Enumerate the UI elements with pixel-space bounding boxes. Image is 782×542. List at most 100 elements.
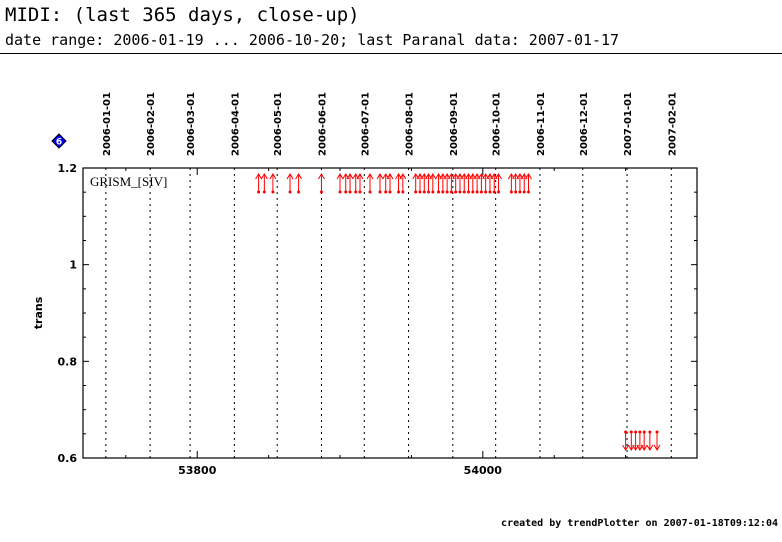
data-point-up-arrow <box>336 173 344 194</box>
data-point-up-arrow <box>260 173 268 194</box>
data-point-up-arrow <box>525 173 532 194</box>
arrow-base <box>262 190 266 194</box>
data-point-up-arrow <box>318 173 325 194</box>
data-point-up-arrow <box>473 173 481 194</box>
y-axis-label: trans <box>32 296 45 329</box>
data-point-up-arrow <box>346 173 354 194</box>
page-title: MIDI: (last 365 days, close-up) <box>5 4 360 26</box>
data-point-down-arrow <box>640 430 648 451</box>
arrow-head <box>495 173 502 180</box>
data-point-up-arrow <box>495 173 502 194</box>
arrow-base <box>518 190 522 194</box>
arrow-base <box>638 430 642 434</box>
page-subtitle: date range: 2006-01-19 ... 2006-10-20; l… <box>5 31 620 49</box>
date-tick-label: 2006-09-01 <box>449 92 460 156</box>
arrow-head <box>376 173 384 180</box>
arrow-head <box>286 173 294 180</box>
arrow-base <box>629 430 633 434</box>
arrow-base <box>522 190 526 194</box>
footer-credit: created by trendPlotter on 2007-01-18T09… <box>501 518 778 529</box>
data-point-up-arrow <box>429 173 437 194</box>
arrow-base <box>437 190 441 194</box>
arrow-base <box>431 190 435 194</box>
arrow-head <box>429 173 437 180</box>
arrow-base <box>509 190 513 194</box>
title-divider <box>0 53 782 54</box>
arrow-head <box>318 173 325 180</box>
arrow-head <box>356 173 364 180</box>
arrow-base <box>484 190 488 194</box>
arrow-head <box>366 173 374 180</box>
arrow-head <box>525 173 532 180</box>
data-markers <box>255 173 661 451</box>
arrow-base <box>462 190 466 194</box>
data-point-up-arrow <box>255 173 263 194</box>
month-gridlines <box>105 168 672 458</box>
data-point-up-arrow <box>399 173 407 194</box>
trend-chart: 2006-01-01 2006-02-01 2006-03-01 2006-04-01… <box>32 92 698 477</box>
date-tick-label: 2006-02-01 <box>146 92 157 156</box>
data-point-up-arrow <box>366 173 374 194</box>
arrow-base <box>471 190 475 194</box>
arrow-base <box>358 190 362 194</box>
arrow-base <box>338 190 342 194</box>
x-tick-label: 53800 <box>178 464 217 477</box>
arrow-base <box>441 190 445 194</box>
arrow-head <box>260 173 268 180</box>
date-tick-label: 2006-11-01 <box>536 92 547 156</box>
arrow-base <box>348 190 352 194</box>
arrow-base <box>422 190 426 194</box>
date-tick-label: 2006-10-01 <box>492 92 503 156</box>
arrow-base <box>418 190 422 194</box>
data-point-up-arrow <box>443 173 451 194</box>
arrow-base <box>397 190 401 194</box>
arrow-base <box>527 190 531 194</box>
data-point-up-arrow <box>376 173 384 194</box>
arrow-base <box>648 430 652 434</box>
data-point-up-arrow <box>477 173 485 194</box>
arrow-base <box>427 190 431 194</box>
arrow-base <box>384 190 388 194</box>
arrow-base <box>449 190 453 194</box>
arrow-head <box>622 444 630 451</box>
date-tick-label: 2006-05-01 <box>273 92 284 156</box>
badge-label: 6 <box>56 138 62 148</box>
date-tick-label: 2006-07-01 <box>360 92 371 156</box>
arrow-head <box>346 173 354 180</box>
arrow-base <box>344 190 348 194</box>
x-tick-label: 54000 <box>464 464 503 477</box>
arrow-base <box>319 190 323 194</box>
date-tick-label: 2006-03-01 <box>186 92 197 156</box>
data-point-up-arrow <box>286 173 294 194</box>
arrow-head <box>295 173 303 180</box>
axis-ticks: 0.6 0.8 1 1.2 53800 54000 <box>58 162 697 477</box>
arrow-base <box>378 190 382 194</box>
data-point-up-arrow <box>386 173 394 194</box>
data-point-up-arrow <box>269 173 277 194</box>
arrow-head <box>269 173 277 180</box>
arrow-head <box>386 173 394 180</box>
arrow-base <box>655 430 659 434</box>
arrow-base <box>492 190 496 194</box>
data-point-up-arrow <box>295 173 303 194</box>
arrow-head <box>653 444 661 451</box>
arrow-base <box>458 190 462 194</box>
arrow-base <box>388 190 392 194</box>
badge-diamond-icon <box>51 133 67 149</box>
arrow-head <box>640 444 648 451</box>
series-annotation: GRISM_[SIV] <box>90 174 167 189</box>
arrow-base <box>514 190 518 194</box>
arrow-base <box>271 190 275 194</box>
arrow-base <box>354 190 358 194</box>
arrow-base <box>257 190 261 194</box>
arrow-base <box>475 190 479 194</box>
arrow-base <box>479 190 483 194</box>
arrow-base <box>642 430 646 434</box>
arrow-base <box>497 190 501 194</box>
date-tick-label: 2007-02-01 <box>667 92 678 156</box>
data-point-down-arrow <box>646 430 654 451</box>
arrow-base <box>414 190 418 194</box>
data-point-down-arrow <box>622 430 630 451</box>
arrow-head <box>336 173 344 180</box>
arrow-base <box>454 190 458 194</box>
